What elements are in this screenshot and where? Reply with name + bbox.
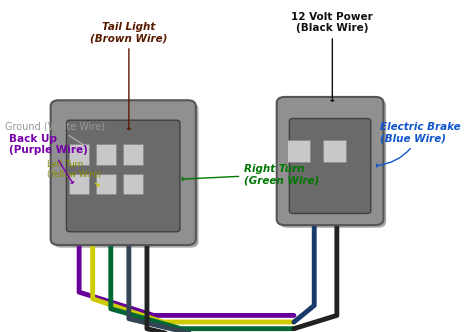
Text: Ground (White Wire): Ground (White Wire) (5, 121, 105, 147)
Text: 12 Volt Power
(Black Wire): 12 Volt Power (Black Wire) (292, 12, 373, 101)
Text: Left Turn
(Yellow Wire): Left Turn (Yellow Wire) (47, 160, 101, 186)
Text: Electric Brake
(Blue Wire): Electric Brake (Blue Wire) (376, 122, 460, 167)
Text: Right Turn
(Green Wire): Right Turn (Green Wire) (182, 163, 319, 185)
FancyBboxPatch shape (123, 174, 143, 195)
FancyBboxPatch shape (96, 174, 116, 195)
Text: Tail Light
(Brown Wire): Tail Light (Brown Wire) (90, 22, 167, 129)
FancyBboxPatch shape (323, 140, 346, 162)
FancyBboxPatch shape (96, 144, 116, 164)
FancyBboxPatch shape (69, 144, 89, 164)
Text: Back Up
(Purple Wire): Back Up (Purple Wire) (9, 133, 88, 183)
FancyBboxPatch shape (280, 100, 386, 228)
FancyBboxPatch shape (277, 97, 383, 225)
FancyBboxPatch shape (66, 120, 180, 232)
FancyBboxPatch shape (287, 140, 310, 162)
FancyBboxPatch shape (54, 103, 199, 248)
FancyBboxPatch shape (123, 144, 143, 164)
FancyBboxPatch shape (51, 100, 196, 245)
FancyBboxPatch shape (289, 119, 371, 213)
FancyBboxPatch shape (69, 174, 89, 195)
